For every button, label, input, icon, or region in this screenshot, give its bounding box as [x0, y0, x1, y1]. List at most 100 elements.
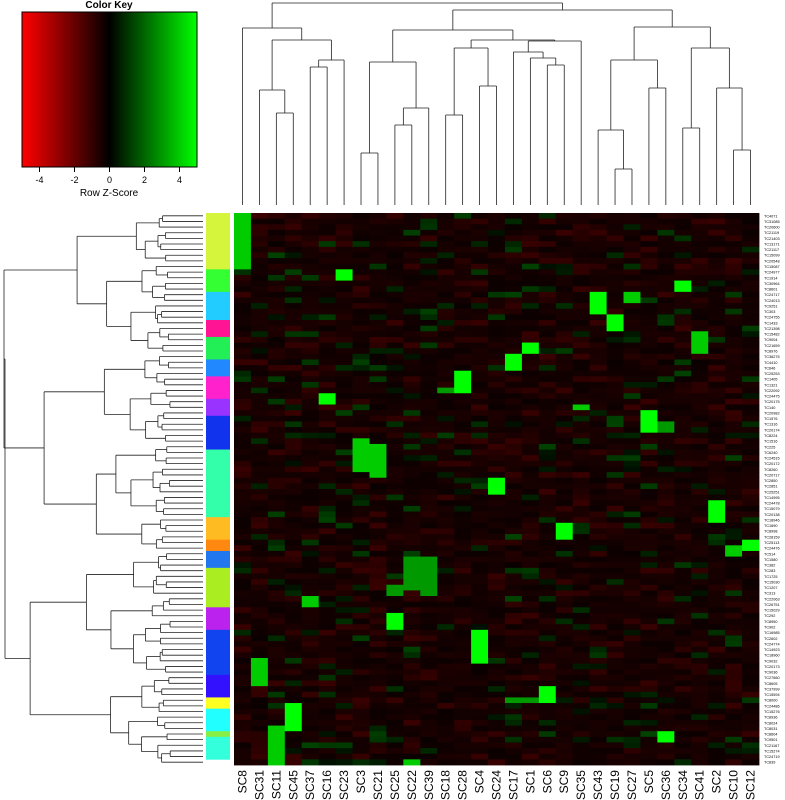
- row-label: TC1690: [764, 524, 778, 528]
- heatmap-cell: [369, 410, 387, 417]
- heatmap-cell: [742, 258, 760, 265]
- heatmap-cell: [691, 759, 709, 766]
- heatmap-cell: [572, 624, 591, 631]
- heatmap-cell: [572, 714, 591, 721]
- heatmap-cell: [301, 443, 320, 450]
- column-label: SC22: [405, 770, 419, 800]
- heatmap-cell: [386, 657, 404, 665]
- heatmap-cell: [657, 759, 675, 766]
- heatmap-cell: [318, 612, 337, 619]
- heatmap-cell: [284, 573, 303, 580]
- heatmap-cell: [301, 646, 320, 653]
- heatmap-cell: [488, 415, 506, 422]
- heatmap-cell: [267, 607, 286, 614]
- heatmap-cell: [572, 291, 591, 298]
- heatmap-cell: [403, 635, 421, 642]
- heatmap-cell: [708, 241, 726, 248]
- heatmap-cell: [555, 624, 574, 631]
- heatmap-cell: [504, 398, 523, 405]
- heatmap-cell: [488, 224, 506, 231]
- heatmap-cell: [488, 500, 506, 507]
- heatmap-cell: [369, 545, 387, 552]
- heatmap-cell: [708, 703, 726, 710]
- heatmap-cell: [234, 443, 252, 450]
- heatmap-cell: [234, 674, 252, 681]
- heatmap-cell: [521, 224, 540, 231]
- heatmap-cell: [521, 235, 540, 242]
- heatmap-cell: [742, 381, 760, 389]
- heatmap-cell: [234, 596, 252, 603]
- heatmap-cell: [267, 534, 286, 541]
- heatmap-cell: [403, 331, 421, 338]
- heatmap-cell: [234, 663, 252, 670]
- heatmap-cell: [352, 550, 370, 557]
- heatmap-cell: [437, 505, 455, 512]
- heatmap-cell: [538, 477, 557, 484]
- heatmap-cell: [437, 652, 455, 659]
- heatmap-cell: [318, 472, 337, 479]
- heatmap-cell: [606, 601, 624, 608]
- heatmap-cell: [708, 641, 726, 648]
- heatmap-cell: [725, 280, 743, 287]
- heatmap-cell: [454, 224, 472, 231]
- heatmap-cell: [471, 303, 489, 310]
- heatmap-cell: [284, 303, 303, 310]
- heatmap-cell: [284, 759, 303, 766]
- row-label: TC25113: [764, 541, 779, 545]
- heatmap-cell: [250, 708, 269, 715]
- heatmap-cell: [454, 511, 472, 518]
- heatmap-cell: [623, 432, 641, 439]
- heatmap-cell: [267, 550, 286, 557]
- heatmap-cell: [471, 753, 489, 760]
- heatmap-cell: [403, 731, 421, 738]
- heatmap-cell: [674, 370, 692, 377]
- heatmap-cell: [606, 674, 624, 681]
- heatmap-cell: [335, 680, 353, 687]
- heatmap-cell: [454, 336, 472, 343]
- heatmap-cell: [284, 466, 303, 473]
- heatmap-cell: [606, 365, 624, 372]
- heatmap-cell: [589, 449, 607, 456]
- heatmap-cell: [234, 669, 252, 676]
- heatmap-cell: [589, 691, 607, 698]
- heatmap-cell: [267, 280, 286, 287]
- heatmap-cell: [352, 213, 370, 220]
- heatmap-cell: [572, 742, 591, 749]
- heatmap-cell: [589, 336, 607, 343]
- heatmap-cell: [234, 314, 252, 321]
- heatmap-cell: [301, 218, 320, 225]
- row-label: TC24013: [764, 299, 780, 303]
- heatmap-cell: [504, 669, 523, 676]
- heatmap-cell: [521, 556, 540, 563]
- heatmap-cell: [640, 286, 658, 293]
- heatmap-cell: [538, 325, 557, 332]
- heatmap-cell: [471, 449, 489, 456]
- heatmap-cell: [725, 427, 743, 434]
- heatmap-cell: [284, 646, 303, 653]
- heatmap-cell: [623, 624, 641, 631]
- heatmap-cell: [250, 342, 269, 349]
- heatmap-cell: [403, 235, 421, 242]
- heatmap-cell: [454, 618, 472, 625]
- heatmap-cell: [606, 550, 624, 557]
- column-label: SC8: [235, 770, 249, 794]
- heatmap-cell: [301, 325, 320, 332]
- heatmap-cell: [572, 443, 591, 450]
- heatmap-cell: [708, 556, 726, 563]
- heatmap-cell: [623, 359, 641, 366]
- heatmap-cell: [301, 759, 320, 766]
- heatmap-cell: [691, 489, 709, 496]
- heatmap-cell: [708, 736, 726, 743]
- heatmap-cell: [606, 246, 624, 253]
- heatmap-cell: [284, 398, 303, 405]
- heatmap-cell: [386, 663, 404, 670]
- heatmap-cell: [420, 657, 438, 665]
- heatmap-cell: [589, 719, 607, 726]
- heatmap-cell: [674, 522, 692, 529]
- heatmap-cell: [284, 258, 303, 265]
- heatmap-cell: [318, 719, 337, 726]
- heatmap-cell: [691, 680, 709, 687]
- heatmap-cell: [488, 719, 506, 726]
- heatmap-cell: [640, 517, 658, 524]
- heatmap-cell: [386, 759, 404, 766]
